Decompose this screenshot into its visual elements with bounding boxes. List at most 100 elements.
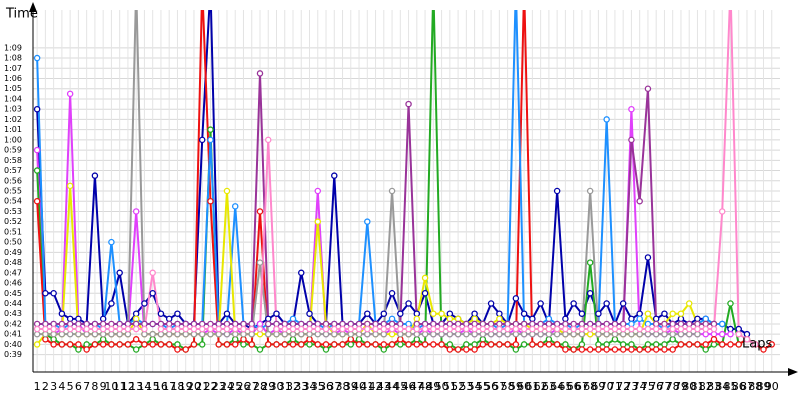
- data-point: [685, 320, 693, 328]
- data-point: [479, 330, 487, 338]
- x-tick-label: 9: [100, 380, 107, 393]
- x-tick-label: 41: [360, 380, 374, 393]
- data-point: [471, 330, 478, 338]
- data-point: [298, 269, 305, 277]
- x-tick-label: 29: [261, 380, 275, 393]
- data-point: [141, 330, 148, 338]
- data-point: [58, 310, 66, 317]
- data-point: [116, 330, 123, 338]
- data-point: [99, 315, 107, 323]
- x-tick-label: 19: [179, 380, 193, 393]
- x-tick-label: 88: [748, 380, 762, 393]
- data-point: [248, 341, 255, 348]
- data-point: [264, 315, 272, 323]
- data-point: [479, 320, 487, 328]
- data-point: [677, 310, 685, 317]
- data-point: [339, 341, 346, 348]
- data-point: [661, 325, 668, 333]
- x-tick-label: 56: [484, 380, 498, 393]
- data-point: [273, 341, 280, 348]
- data-point: [190, 341, 198, 348]
- data-point: [694, 330, 701, 338]
- data-point: [231, 336, 239, 343]
- data-point: [256, 325, 264, 333]
- data-point: [710, 325, 718, 333]
- data-point: [504, 325, 511, 333]
- data-point: [487, 330, 495, 338]
- data-point: [471, 310, 478, 317]
- data-point: [520, 330, 528, 338]
- data-point: [42, 330, 49, 338]
- data-point: [75, 341, 82, 348]
- data-point: [240, 341, 247, 348]
- data-point: [520, 325, 528, 333]
- data-point: [157, 320, 165, 328]
- data-point: [586, 320, 594, 328]
- data-point: [306, 325, 313, 333]
- data-point: [248, 325, 255, 333]
- data-point: [718, 330, 726, 338]
- data-point: [677, 330, 685, 338]
- data-point: [364, 218, 371, 225]
- x-tick-label: 77: [657, 380, 671, 393]
- data-point: [306, 341, 313, 348]
- data-point: [215, 320, 222, 328]
- data-point: [430, 310, 437, 317]
- data-point: [388, 187, 396, 195]
- x-tick-label: 21: [195, 380, 209, 393]
- data-point: [685, 325, 693, 333]
- data-point: [661, 310, 668, 317]
- data-point: [231, 320, 239, 328]
- data-point: [388, 315, 396, 323]
- data-point: [677, 325, 685, 333]
- y-tick-label: 0:46: [4, 279, 22, 288]
- data-point: [190, 320, 198, 328]
- data-point: [388, 325, 396, 333]
- data-point: [438, 330, 445, 338]
- data-point: [438, 320, 445, 328]
- data-point: [644, 310, 652, 317]
- data-point: [141, 341, 148, 348]
- data-point: [190, 325, 198, 333]
- data-point: [578, 330, 586, 338]
- x-tick-label: 36: [319, 380, 333, 393]
- data-point: [504, 330, 511, 338]
- data-point: [603, 320, 610, 328]
- x-tick-label: 31: [278, 380, 292, 393]
- data-point: [388, 341, 396, 348]
- data-point: [586, 187, 594, 195]
- x-tick-label: 76: [649, 380, 663, 393]
- data-point: [446, 341, 454, 348]
- data-point: [42, 325, 49, 333]
- data-point: [718, 320, 726, 328]
- data-point: [75, 315, 82, 323]
- data-point: [496, 341, 503, 348]
- data-point: [256, 208, 264, 215]
- data-point: [529, 341, 536, 348]
- data-point: [710, 320, 718, 328]
- x-tick-label: 55: [476, 380, 490, 393]
- data-point: [182, 325, 189, 333]
- data-point: [116, 320, 123, 328]
- data-point: [66, 90, 74, 98]
- data-point: [413, 320, 421, 328]
- data-point: [256, 259, 264, 266]
- data-point: [256, 346, 264, 353]
- data-point: [364, 341, 371, 348]
- data-point: [33, 325, 41, 333]
- data-point: [289, 336, 297, 343]
- data-point: [165, 325, 173, 333]
- x-tick-label: 64: [550, 380, 564, 393]
- x-axis-title: Laps: [742, 337, 772, 352]
- y-tick-label: 1:03: [4, 105, 22, 114]
- data-point: [165, 315, 173, 323]
- x-tick-label: 59: [509, 380, 523, 393]
- data-point: [91, 325, 99, 333]
- data-point: [595, 346, 602, 353]
- data-point: [661, 346, 668, 353]
- data-point: [207, 330, 214, 338]
- data-point: [58, 330, 66, 338]
- data-point: [545, 315, 553, 323]
- data-point: [430, 320, 437, 328]
